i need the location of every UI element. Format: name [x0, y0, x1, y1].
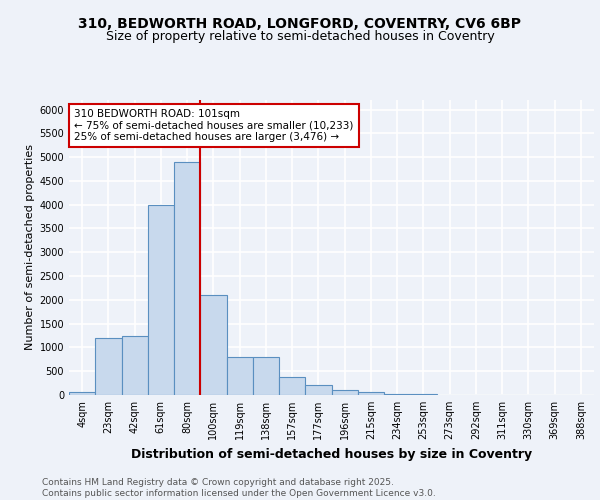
Bar — [331, 390, 358, 395]
Bar — [95, 338, 121, 395]
Bar — [410, 394, 437, 395]
Bar — [148, 204, 174, 395]
Bar — [69, 392, 95, 395]
Bar — [358, 392, 384, 395]
Bar — [227, 357, 253, 395]
Bar — [279, 377, 305, 395]
Text: 310, BEDWORTH ROAD, LONGFORD, COVENTRY, CV6 6BP: 310, BEDWORTH ROAD, LONGFORD, COVENTRY, … — [79, 18, 521, 32]
Text: Contains HM Land Registry data © Crown copyright and database right 2025.
Contai: Contains HM Land Registry data © Crown c… — [42, 478, 436, 498]
Y-axis label: Number of semi-detached properties: Number of semi-detached properties — [25, 144, 35, 350]
Text: Size of property relative to semi-detached houses in Coventry: Size of property relative to semi-detach… — [106, 30, 494, 43]
Bar — [174, 162, 200, 395]
X-axis label: Distribution of semi-detached houses by size in Coventry: Distribution of semi-detached houses by … — [131, 448, 532, 460]
Bar — [384, 394, 410, 395]
Text: 310 BEDWORTH ROAD: 101sqm
← 75% of semi-detached houses are smaller (10,233)
25%: 310 BEDWORTH ROAD: 101sqm ← 75% of semi-… — [74, 109, 353, 142]
Bar — [305, 384, 331, 395]
Bar — [253, 357, 279, 395]
Bar — [121, 336, 148, 395]
Bar — [200, 295, 227, 395]
